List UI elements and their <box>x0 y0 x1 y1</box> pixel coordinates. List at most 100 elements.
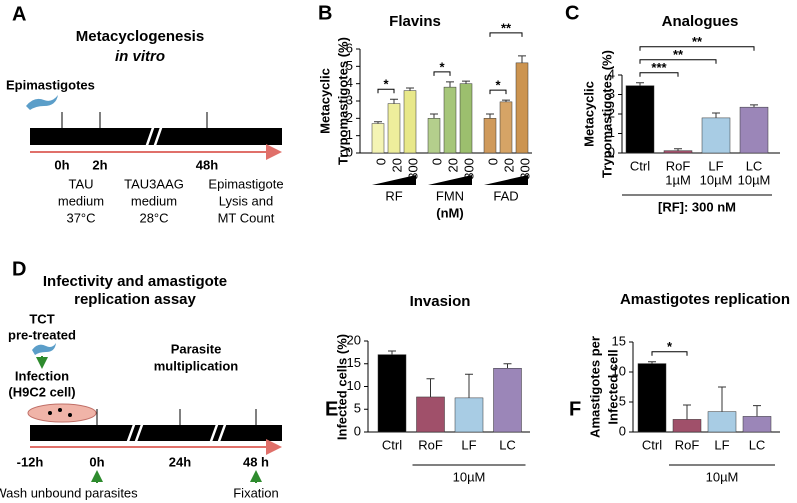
x-tick-label: LF <box>461 437 476 452</box>
bar <box>637 363 667 433</box>
step-label: Parasite <box>171 341 222 356</box>
group-label: FMN <box>436 188 464 203</box>
y-tick-label: 15 <box>347 355 361 370</box>
error-bar <box>502 99 510 102</box>
x-tick-label: 300 <box>461 158 476 180</box>
step-label: 28°C <box>139 210 168 225</box>
x-tick-label: 0 <box>429 158 444 165</box>
parasite-icon <box>32 343 56 355</box>
significance-bracket <box>639 72 679 77</box>
y-tick-label: 4 <box>608 66 615 81</box>
bar <box>663 150 693 154</box>
y-axis-label: Infected cells (%) <box>334 334 349 440</box>
significance-label: ** <box>501 20 512 35</box>
x-tick-sublabel: 10µM <box>700 172 733 187</box>
x-tick-label: 300 <box>405 158 420 180</box>
y-tick-label: 10 <box>347 378 361 393</box>
error-bar <box>446 81 454 88</box>
step-label: Lysis and <box>219 193 273 208</box>
x-tick-label: Ctrl <box>382 437 402 452</box>
significance-label: ** <box>692 34 703 49</box>
error-bar <box>374 121 382 124</box>
dose-wedge <box>484 175 528 185</box>
bar <box>739 106 769 154</box>
bar <box>416 396 445 433</box>
y-tick-label: 0 <box>346 144 353 159</box>
bar <box>377 354 407 433</box>
time-label: 0h <box>89 454 104 469</box>
time-label: 48h <box>196 157 218 172</box>
cell-dot <box>48 411 52 415</box>
significance-label: * <box>495 78 501 93</box>
cell-dot <box>58 408 62 412</box>
step-label: Wash unbound parasites <box>0 485 138 500</box>
step-label: TCT <box>29 311 54 326</box>
panel-d: D Infectivity and amastigote replication… <box>0 258 282 500</box>
y-tick-label: 0 <box>354 423 361 438</box>
y-tick-label: 3 <box>608 86 615 101</box>
step-label: 37°C <box>66 210 95 225</box>
step-label: medium <box>131 193 177 208</box>
significance-bracket <box>489 89 507 95</box>
timeline-bar <box>30 128 282 145</box>
y-tick-label: 4 <box>346 75 353 90</box>
x-tick-label: LF <box>714 437 729 452</box>
y-tick-label: 0 <box>608 144 615 159</box>
y-tick-label: 20 <box>347 332 361 347</box>
y-tick-label: 15 <box>612 333 626 348</box>
bar <box>701 117 731 154</box>
cell-icon <box>27 403 97 423</box>
significance-bracket <box>433 71 451 76</box>
y-tick-label: 1 <box>346 127 353 142</box>
chart-title: Invasion <box>410 293 471 310</box>
timeline-bar <box>30 425 282 441</box>
y-axis-label: Infected cell <box>605 349 620 424</box>
cell-dot <box>68 413 72 417</box>
step-label: medium <box>58 193 104 208</box>
time-label: 0h <box>54 157 69 172</box>
bar <box>483 118 497 154</box>
chart-title: Amastigotes replication <box>620 291 790 308</box>
x-tick-label: 20 <box>501 158 516 172</box>
footer-label: [RF]: 300 nM <box>658 199 736 214</box>
y-tick-label: 5 <box>346 58 353 73</box>
significance-label: * <box>383 77 389 92</box>
step-label: MT Count <box>218 210 275 225</box>
x-tick-label: 300 <box>517 158 532 180</box>
start-label: Epimastigotes <box>6 77 95 92</box>
timeline-break <box>125 421 228 445</box>
bar <box>672 419 702 433</box>
panel-a: A Metacyclogenesis in vitro Epimastigote… <box>6 3 284 225</box>
parasite-icon <box>26 95 58 110</box>
error-bar <box>683 404 691 420</box>
error-bar <box>648 361 656 364</box>
bar <box>371 123 385 154</box>
significance-label: * <box>667 339 673 354</box>
panel-title: in vitro <box>115 48 165 65</box>
error-bar <box>406 87 414 91</box>
y-tick-label: 1 <box>608 125 615 140</box>
error-bar <box>753 405 761 417</box>
significance-label: *** <box>651 60 667 75</box>
panel-title: replication assay <box>74 291 196 308</box>
significance-bracket <box>651 351 688 356</box>
significance-bracket <box>377 88 395 94</box>
panel-letter: D <box>12 258 26 280</box>
bar <box>454 397 484 433</box>
y-tick-label: 6 <box>346 40 353 55</box>
x-tick-label: LF <box>708 158 723 173</box>
group-label: RF <box>385 188 402 203</box>
time-label: 24h <box>169 454 191 469</box>
error-bar <box>750 104 758 108</box>
significance-bracket <box>489 32 523 37</box>
y-tick-label: 5 <box>619 393 626 408</box>
panel-title: Metacyclogenesis <box>76 28 204 45</box>
y-tick-label: 3 <box>346 92 353 107</box>
bar <box>515 62 529 154</box>
bar <box>707 411 737 433</box>
x-tick-label: RoF <box>666 158 691 173</box>
timeline-break <box>144 124 164 149</box>
bar <box>493 368 522 433</box>
x-tick-label: 0 <box>485 158 500 165</box>
